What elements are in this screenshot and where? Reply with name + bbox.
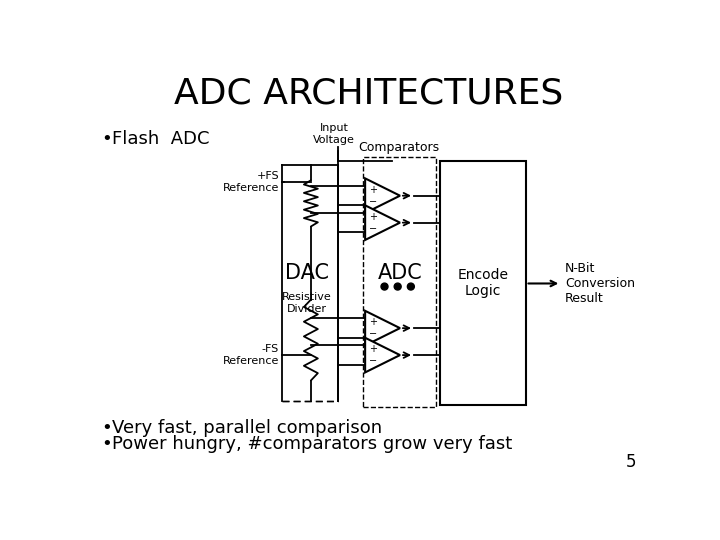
Circle shape [408,283,414,290]
Text: Resistive
Divider: Resistive Divider [282,292,332,314]
Text: Input
Voltage: Input Voltage [313,123,355,145]
Text: −: − [369,356,377,366]
Text: Encode
Logic: Encode Logic [457,268,508,298]
Text: +FS
Reference: +FS Reference [222,171,279,193]
Text: Flash  ADC: Flash ADC [112,131,210,149]
Text: 5: 5 [626,454,636,471]
Text: Very fast, parallel comparison: Very fast, parallel comparison [112,419,382,437]
Text: •: • [102,435,112,453]
Text: +: + [369,212,377,221]
Text: ADC: ADC [377,262,423,283]
Text: N-Bit
Conversion
Result: N-Bit Conversion Result [565,262,635,305]
Circle shape [394,283,401,290]
Text: Power hungry, #comparators grow very fast: Power hungry, #comparators grow very fas… [112,435,512,453]
Text: +: + [369,185,377,194]
Text: ADC ARCHITECTURES: ADC ARCHITECTURES [174,76,564,110]
Bar [441,161,526,405]
Text: −: − [369,329,377,339]
Text: +: + [369,317,377,327]
Polygon shape [365,338,400,373]
Text: DAC: DAC [285,262,329,283]
Circle shape [381,283,388,290]
Text: −: − [369,197,377,207]
Text: •: • [102,419,112,437]
Text: •: • [102,131,112,149]
Polygon shape [365,205,400,240]
Polygon shape [365,311,400,346]
Bar [363,157,436,407]
Text: -FS
Reference: -FS Reference [222,345,279,366]
Text: −: − [369,224,377,234]
Text: +: + [369,344,377,354]
Text: Comparators: Comparators [359,141,440,154]
Polygon shape [365,178,400,213]
